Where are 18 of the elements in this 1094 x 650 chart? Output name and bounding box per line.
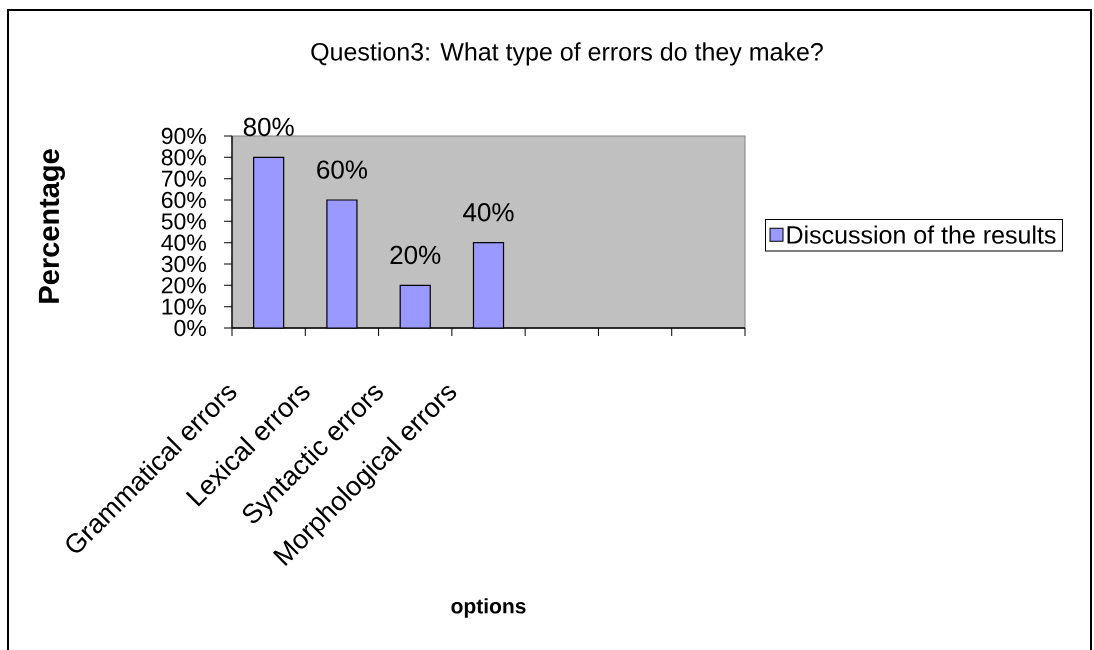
data-label: 80% — [243, 117, 294, 137]
y-tick-label: 10% — [162, 298, 206, 315]
data-label: 60% — [317, 160, 368, 179]
y-tick-label: 20% — [161, 277, 206, 294]
legend-label: Discussion of the results — [787, 225, 1056, 244]
chart-title: Question3: What type of errors do they make? — [311, 42, 823, 66]
y-tick-label: 50% — [161, 213, 206, 230]
y-tick-label: 0% — [174, 319, 206, 337]
y-tick-label: 90% — [161, 127, 206, 145]
data-label: 20% — [390, 245, 441, 265]
data-label: 40% — [463, 203, 514, 222]
y-tick-label: 70% — [161, 170, 206, 187]
y-tick-label: 30% — [161, 255, 206, 273]
y-axis-title: Percentage — [38, 149, 65, 303]
x-axis-title: options — [451, 598, 526, 618]
y-tick-label: 80% — [161, 149, 206, 166]
y-tick-label: 40% — [161, 234, 206, 251]
y-tick-label: 60% — [161, 191, 206, 209]
